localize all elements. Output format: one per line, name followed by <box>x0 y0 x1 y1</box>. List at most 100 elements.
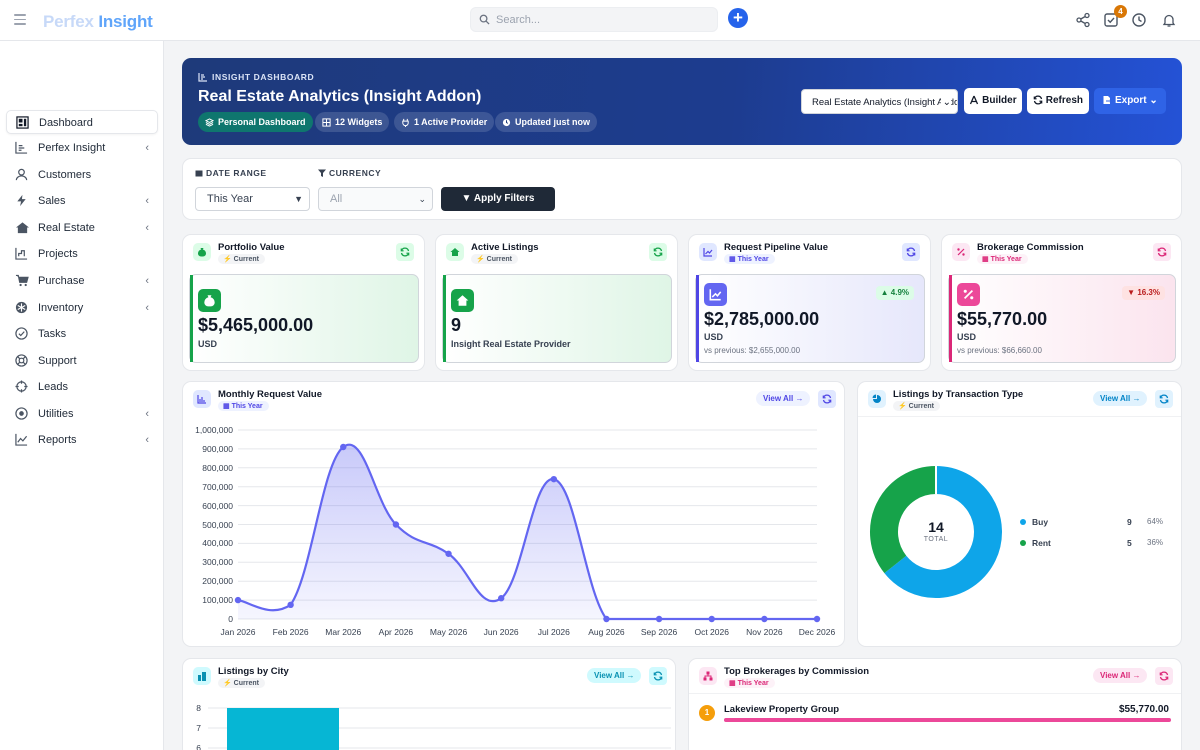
money-bag-icon <box>193 243 211 261</box>
refresh-icon[interactable] <box>649 667 667 685</box>
tasks-icon[interactable] <box>1103 12 1119 28</box>
user-icon <box>15 168 28 181</box>
transaction-type-card: Listings by Transaction Type ⚡ Current V… <box>857 381 1182 647</box>
apply-filters-button[interactable]: ▼ Apply Filters <box>441 187 555 211</box>
kpi-card-brokerage-commission: Brokerage Commission ▦ This Year ▼ 16.3%… <box>941 234 1182 371</box>
view-all-button[interactable]: View All → <box>756 391 811 406</box>
kpi-title: Portfolio Value <box>218 242 285 253</box>
trend-up-badge: ▲ 4.9% <box>875 286 914 300</box>
refresh-icon <box>1033 95 1043 105</box>
kpi-card-request-pipeline: Request Pipeline Value ▦ This Year ▲ 4.9… <box>688 234 931 371</box>
scope-badge: ⚡ Current <box>218 254 265 264</box>
chevron-left-icon: ‹ <box>145 302 149 314</box>
widget-title: Listings by City <box>218 666 289 677</box>
compass-icon <box>970 95 979 105</box>
brokerage-bar-fill <box>724 718 1171 722</box>
chip-personal-dashboard: Personal Dashboard <box>198 112 313 132</box>
house-icon <box>16 222 29 234</box>
export-button[interactable]: Export ⌄ <box>1094 88 1166 114</box>
sidebar-item-projects[interactable]: Projects <box>6 242 158 266</box>
x-tick-label: Jan 2026 <box>220 627 256 637</box>
dashboard-icon <box>16 116 29 129</box>
data-point <box>392 521 400 528</box>
menu-icon[interactable] <box>14 14 26 25</box>
x-tick-label: Apr 2026 <box>378 627 414 637</box>
trend-down-badge: ▼ 16.3% <box>1122 286 1165 300</box>
lightning-icon <box>17 194 26 207</box>
data-point <box>603 615 610 623</box>
share-icon[interactable] <box>1075 12 1091 28</box>
y-tick-label: 100,000 <box>202 595 233 606</box>
sidebar-item-support[interactable]: Support <box>6 349 158 373</box>
sidebar-item-purchase[interactable]: Purchase ‹ <box>6 269 158 293</box>
brokerage-value: $55,770.00 <box>1118 704 1169 715</box>
x-tick-label: Oct 2026 <box>694 627 729 637</box>
kpi-body: $5,465,000.00 USD <box>189 274 419 363</box>
refresh-icon[interactable] <box>396 243 414 261</box>
kpi-value: 9 <box>451 315 462 335</box>
chevron-left-icon: ‹ <box>145 222 149 234</box>
sidebar-item-perfex-insight[interactable]: Perfex Insight ‹ <box>6 136 158 160</box>
y-tick-label: 7 <box>196 723 201 733</box>
plug-icon <box>402 118 409 127</box>
chevron-left-icon: ‹ <box>145 408 149 420</box>
dashboard-header: INSIGHT DASHBOARD Real Estate Analytics … <box>182 58 1182 145</box>
search-input[interactable]: Search... <box>470 7 718 32</box>
view-all-button[interactable]: View All → <box>1093 391 1148 406</box>
refresh-icon[interactable] <box>649 243 667 261</box>
snowflake-icon <box>15 301 28 314</box>
kpi-previous: vs previous: $2,655,000.00 <box>704 346 801 355</box>
y-tick-label: 300,000 <box>202 557 233 568</box>
calendar-icon <box>195 170 203 177</box>
sidebar-item-tasks[interactable]: Tasks <box>6 322 158 346</box>
kpi-card-active-listings: Active Listings ⚡ Current 9 Insight Real… <box>435 234 678 371</box>
sidebar-item-inventory[interactable]: Inventory ‹ <box>6 296 158 320</box>
rank-badge: 1 <box>699 705 715 721</box>
x-tick-label: May 2026 <box>429 627 468 637</box>
data-point <box>497 595 505 602</box>
x-tick-label: Dec 2026 <box>798 627 836 637</box>
y-tick-label: 400,000 <box>202 538 233 549</box>
refresh-icon[interactable] <box>902 243 920 261</box>
date-range-select[interactable]: This Year ▼ <box>195 187 310 211</box>
refresh-icon[interactable] <box>1153 243 1171 261</box>
clock-icon <box>502 118 511 127</box>
y-tick-label: 500,000 <box>202 519 233 530</box>
view-all-button[interactable]: View All → <box>1093 668 1148 683</box>
y-tick-label: 800,000 <box>202 462 233 473</box>
data-point <box>340 443 347 451</box>
dashboard-select[interactable]: Real Estate Analytics (Insight Addon) ⌄ <box>801 89 958 114</box>
kpi-title: Brokerage Commission <box>977 242 1084 253</box>
trend-chart-icon <box>699 243 717 261</box>
quick-create-button[interactable]: + <box>728 8 748 28</box>
sidebar-item-customers[interactable]: Customers <box>6 163 158 187</box>
sidebar-item-real-estate[interactable]: Real Estate ‹ <box>6 216 158 240</box>
brokerage-name[interactable]: Lakeview Property Group <box>724 704 840 715</box>
refresh-icon[interactable] <box>818 390 836 408</box>
kpi-value: $5,465,000.00 <box>198 315 314 335</box>
data-point <box>655 615 663 623</box>
sidebar-item-leads[interactable]: Leads <box>6 375 158 399</box>
sidebar-item-sales[interactable]: Sales ‹ <box>6 189 158 213</box>
kpi-unit: Insight Real Estate Provider <box>451 339 571 349</box>
scope-badge: ▦ This Year <box>977 254 1028 264</box>
sidebar-item-utilities[interactable]: Utilities ‹ <box>6 402 158 426</box>
refresh-icon[interactable] <box>1155 667 1173 685</box>
kpi-value: $2,785,000.00 <box>704 309 820 329</box>
currency-select[interactable]: All ⌄ <box>318 187 433 211</box>
view-all-button[interactable]: View All → <box>587 668 642 683</box>
sidebar: Dashboard Perfex Insight ‹ Customers Sale… <box>0 41 164 750</box>
app-logo[interactable]: Perfex Insight <box>43 12 153 31</box>
data-point <box>445 550 452 557</box>
refresh-button[interactable]: Refresh <box>1027 88 1089 114</box>
bell-icon[interactable] <box>1161 12 1177 28</box>
sidebar-item-dashboard[interactable]: Dashboard <box>6 110 158 134</box>
sidebar-item-reports[interactable]: Reports ‹ <box>6 428 158 452</box>
x-tick-label: Feb 2026 <box>272 627 309 637</box>
listings-by-city-card: Listings by City ⚡ Current View All → 8 7… <box>182 658 676 750</box>
refresh-icon[interactable] <box>1155 390 1173 408</box>
builder-button[interactable]: Builder <box>964 88 1022 114</box>
money-bag-icon <box>198 289 221 312</box>
clock-icon[interactable] <box>1131 12 1147 28</box>
transaction-donut-chart <box>870 466 1002 598</box>
